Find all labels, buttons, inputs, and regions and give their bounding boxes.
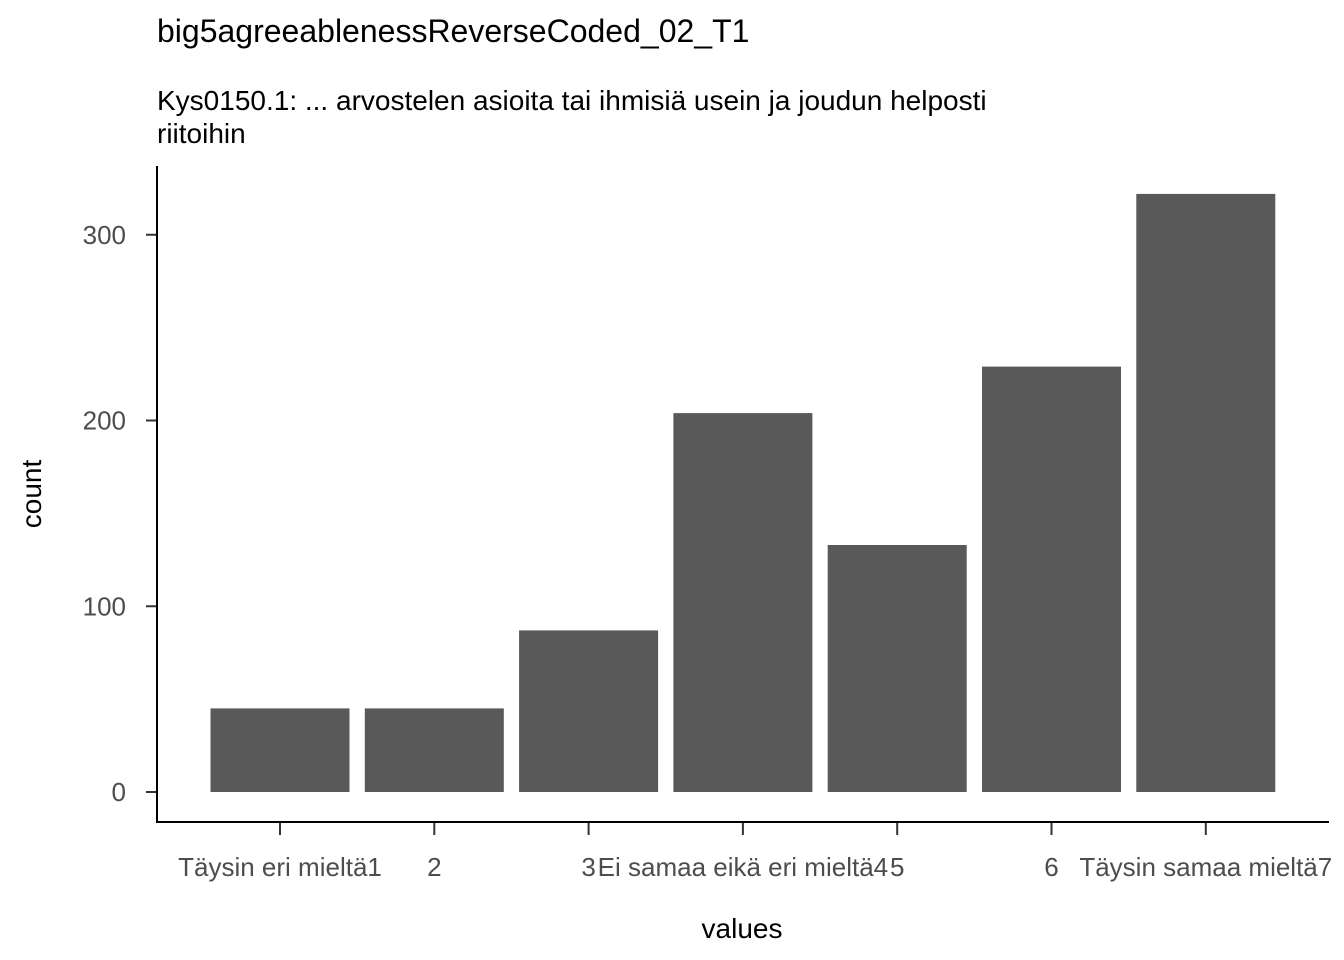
bars-group (210, 193, 1276, 792)
y-tick-label: 100 (83, 591, 126, 621)
x-tick-label-6: 6 (1044, 852, 1058, 882)
chart-subtitle-line-1: Kys0150.1: ... arvostelen asioita tai ih… (157, 85, 987, 116)
x-tick-label-5: 5 (890, 852, 904, 882)
x-tick-code: 1 (367, 852, 381, 882)
bar-2 (364, 708, 504, 792)
y-tick-label: 300 (83, 220, 126, 250)
bar-3 (519, 630, 659, 792)
bar-6 (982, 366, 1121, 792)
bar-1 (210, 708, 350, 792)
y-tick-label: 200 (83, 406, 126, 436)
bar-4 (673, 413, 813, 792)
x-tick-code: 4 (874, 852, 888, 882)
y-axis-title: count (16, 460, 47, 529)
x-tick-label-1: Täysin eri mieltä1 (178, 852, 382, 882)
chart-subtitle-line-2: riitoihin (157, 118, 246, 149)
x-tick-label-4: Ei samaa eikä eri mieltä4 (598, 852, 888, 882)
x-tick-code: 7 (1318, 852, 1332, 882)
chart-title: big5agreeablenessReverseCoded_02_T1 (157, 13, 749, 49)
x-tick-value-label: Ei samaa eikä eri mieltä (598, 852, 875, 882)
y-tick-label: 0 (112, 777, 126, 807)
x-tick-value-label: Täysin samaa mieltä (1079, 852, 1318, 882)
x-tick-label-3: 3 (581, 852, 595, 882)
x-tick-label-7: Täysin samaa mieltä7 (1079, 852, 1332, 882)
x-axis-ticks: Täysin eri mieltä1 2 3 Ei samaa eikä eri mi… (178, 822, 1332, 882)
x-tick-label-2: 2 (427, 852, 441, 882)
x-axis-title: values (702, 913, 783, 944)
bar-5 (827, 545, 967, 792)
bar-7 (1136, 193, 1276, 792)
x-tick-value-label: Täysin eri mieltä (178, 852, 368, 882)
y-axis-ticks: 0 100 200 300 (83, 220, 157, 807)
